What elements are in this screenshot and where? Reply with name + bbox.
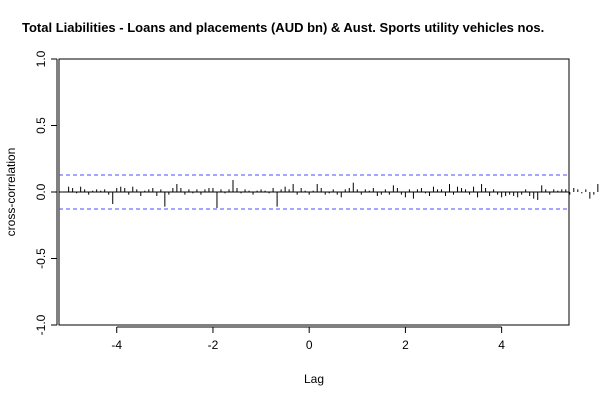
y-tick-label: -0.5 bbox=[34, 248, 48, 269]
x-axis-label: Lag bbox=[304, 372, 324, 386]
x-tick-label: 2 bbox=[402, 338, 409, 352]
chart-title: Total Liabilities - Loans and placements… bbox=[22, 20, 544, 35]
x-tick-label: -4 bbox=[111, 338, 122, 352]
x-tick-label: 4 bbox=[498, 338, 505, 352]
y-tick-label: -1.0 bbox=[34, 314, 48, 335]
x-tick-label: -2 bbox=[208, 338, 219, 352]
y-tick-label: 0.0 bbox=[34, 183, 48, 200]
y-axis-label: cross-correlation bbox=[4, 148, 18, 237]
y-tick-label: 1.0 bbox=[34, 50, 48, 67]
y-axis: -1.0 -0.5 0.0 0.5 1.0 bbox=[34, 50, 58, 335]
x-axis: -4 -2 0 2 4 bbox=[111, 326, 505, 352]
y-tick-label: 0.5 bbox=[34, 117, 48, 134]
x-tick-label: 0 bbox=[306, 338, 313, 352]
ccf-bars bbox=[68, 180, 599, 208]
